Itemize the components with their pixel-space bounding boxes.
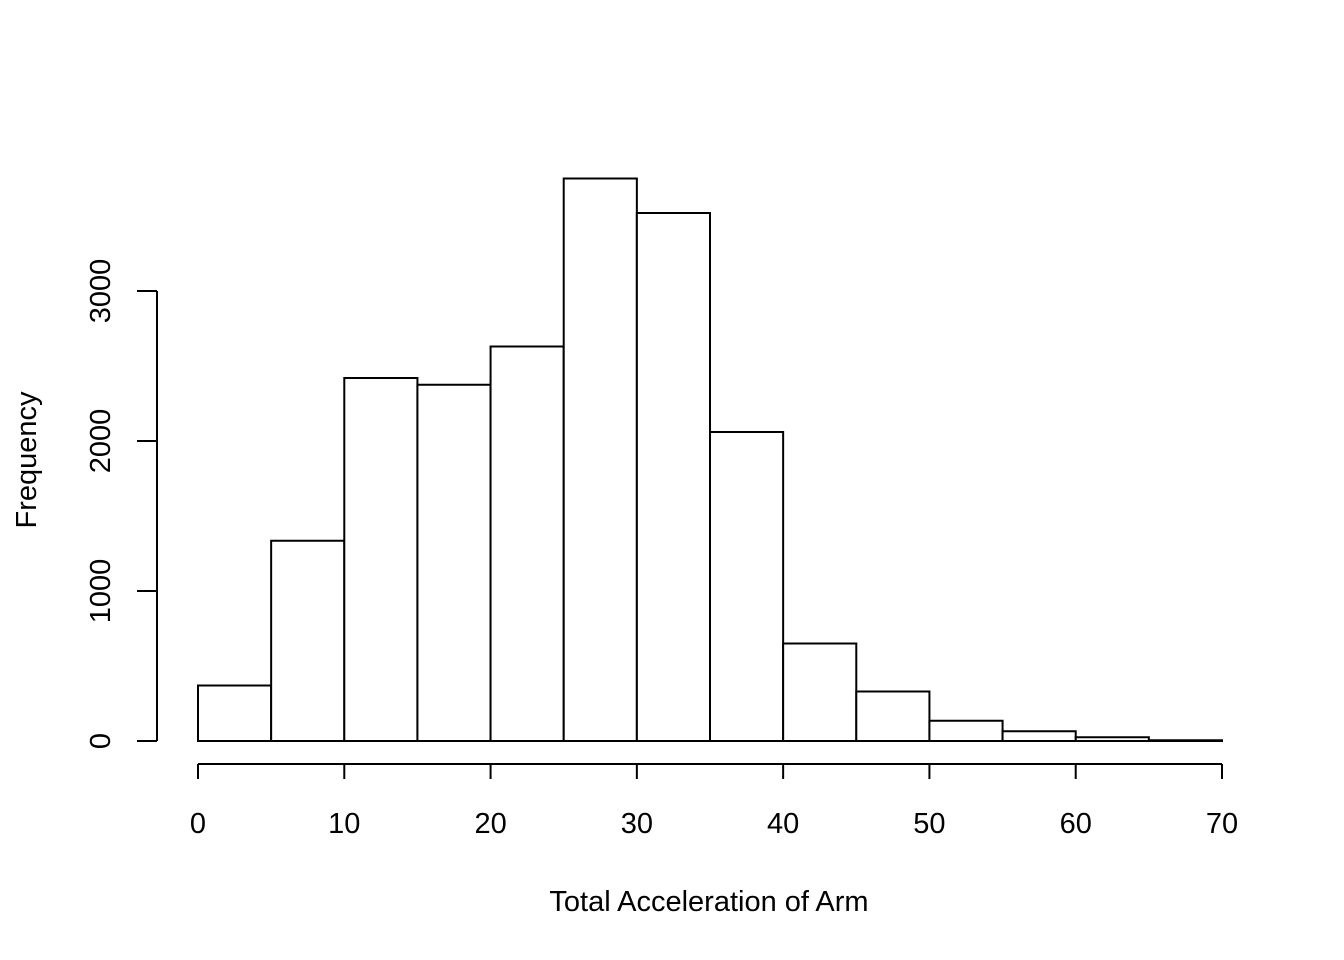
y-tick-label: 1000: [85, 559, 117, 624]
histogram-bar: [635, 212, 711, 742]
x-tick-label: 40: [767, 808, 799, 840]
histogram-bar: [782, 642, 858, 742]
histogram-bar: [855, 690, 931, 742]
histogram-bar: [1001, 730, 1077, 742]
x-tick-label: 50: [913, 808, 945, 840]
histogram-bar: [928, 719, 1004, 742]
histogram-bar: [270, 539, 346, 742]
x-tick-label: 70: [1206, 808, 1238, 840]
x-axis: 0 10 20 30 40 50 60 70: [190, 763, 1238, 840]
x-axis-ticks: 0 10 20 30 40 50 60 70: [190, 764, 1238, 840]
histogram-bar: [562, 177, 638, 742]
histogram-bar: [1074, 736, 1150, 742]
histogram-bar: [1147, 739, 1224, 742]
y-tick-label: 0: [85, 733, 117, 749]
y-axis: 0 1000 2000 3000: [85, 259, 158, 749]
x-tick-label: 60: [1060, 808, 1092, 840]
histogram-bar: [416, 383, 492, 742]
x-tick-label: 0: [190, 808, 206, 840]
y-axis-ticks: 0 1000 2000 3000: [85, 259, 157, 749]
histogram-bar: [197, 684, 273, 742]
x-tick-label: 10: [328, 808, 360, 840]
x-tick-label: 20: [474, 808, 506, 840]
x-axis-label: Total Acceleration of Arm: [549, 886, 868, 918]
histogram-bar: [343, 377, 419, 742]
y-tick-label: 2000: [85, 409, 117, 474]
histogram-bar: [489, 345, 565, 742]
y-tick-label: 3000: [85, 259, 117, 324]
histogram-bar: [709, 431, 785, 742]
y-axis-label: Frequency: [11, 391, 43, 529]
x-tick-label: 30: [621, 808, 653, 840]
histogram-bars: [197, 177, 1224, 742]
